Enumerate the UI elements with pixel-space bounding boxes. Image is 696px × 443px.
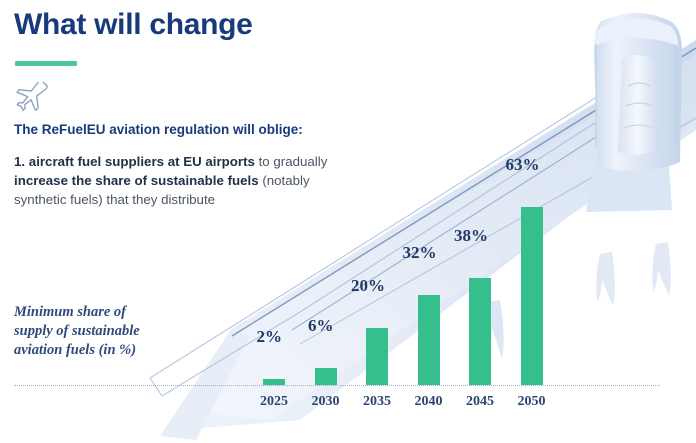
year-tick-2030: 2030 — [311, 394, 340, 409]
year-tick-2025: 2025 — [260, 394, 288, 409]
clause-mid-1: to gradually — [254, 154, 328, 169]
bar-2050 — [520, 207, 543, 385]
year-tick-2035: 2035 — [363, 394, 391, 409]
clause-bold-2: increase the share of sustainable fuels — [14, 173, 259, 188]
value-label-2045: 38% — [454, 226, 488, 245]
caption-line-2: supply of sustainable — [14, 323, 140, 339]
clause-bold-1: aircraft fuel suppliers at EU airports — [28, 154, 255, 169]
bar-2030 — [314, 368, 337, 385]
caption-line-3: aviation fuels (in %) — [14, 342, 137, 358]
value-label-2030: 6% — [308, 316, 334, 335]
chart-baseline — [14, 385, 660, 386]
value-label-2035: 20% — [351, 276, 385, 295]
chart-axis-caption: Minimum share of supply of sustainable a… — [14, 303, 204, 360]
oblige-heading: The ReFuelEU aviation regulation will ob… — [14, 122, 303, 137]
accent-rule — [15, 61, 77, 66]
value-label-2050: 63% — [505, 155, 540, 174]
year-tick-2040: 2040 — [414, 394, 443, 409]
caption-line-1: Minimum share of — [14, 304, 126, 320]
clause-paragraph: 1. aircraft fuel suppliers at EU airport… — [14, 152, 344, 209]
clause-tail: (notably synthetic fuels) that they dist… — [14, 173, 310, 207]
bar-2040 — [417, 295, 440, 385]
bar-2025 — [263, 379, 285, 385]
bar-2035 — [366, 328, 388, 385]
clause-number: 1. — [14, 154, 26, 169]
airplane-icon — [16, 82, 48, 111]
value-label-2025: 2% — [256, 327, 283, 346]
year-tick-2045: 2045 — [466, 394, 494, 409]
year-tick-2050: 2050 — [517, 394, 546, 409]
page-title: What will change — [14, 8, 253, 41]
value-label-2040: 32% — [402, 243, 437, 262]
bar-2045 — [469, 278, 491, 385]
